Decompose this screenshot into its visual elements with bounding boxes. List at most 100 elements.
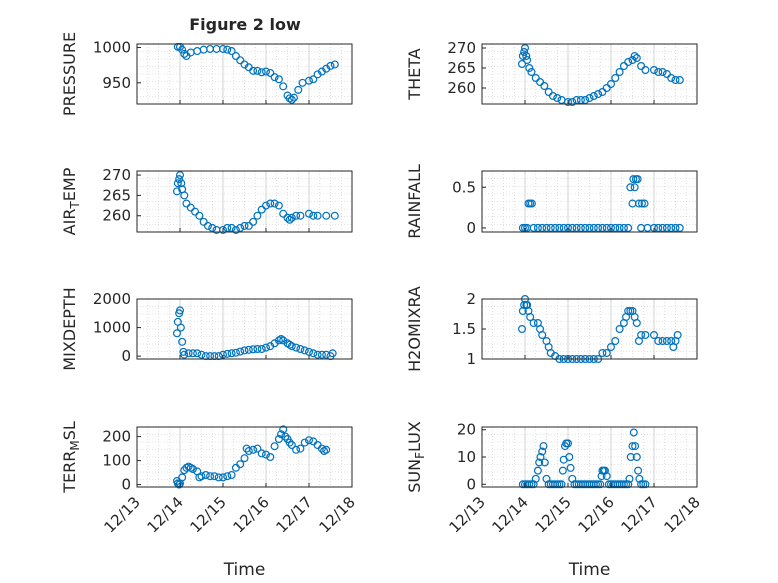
data-point <box>641 480 650 489</box>
data-point <box>178 473 187 482</box>
data-point <box>594 223 603 232</box>
data-point <box>606 79 615 88</box>
data-point <box>262 450 271 459</box>
data-point <box>300 438 309 447</box>
data-point <box>173 179 182 188</box>
data-point <box>270 73 279 82</box>
data-point <box>553 480 562 489</box>
data-point <box>285 340 294 349</box>
subplot-mixdepth: 2000 1000 0 MIXDEPTH <box>60 287 353 371</box>
data-point <box>634 466 643 475</box>
data-point <box>544 87 553 96</box>
data-point <box>223 223 232 232</box>
y-tick-label: 10 <box>457 448 476 466</box>
data-point <box>630 51 639 60</box>
data-point <box>654 223 663 232</box>
y-tick-label: 0 <box>466 475 476 493</box>
data-point <box>634 199 643 208</box>
data-series <box>173 42 339 104</box>
data-point <box>236 460 245 469</box>
data-point <box>292 343 301 352</box>
data-point <box>249 345 258 354</box>
data-point <box>589 223 598 232</box>
axes-frame <box>136 426 353 488</box>
data-point <box>257 205 266 214</box>
data-point <box>270 442 279 451</box>
data-point <box>568 97 577 106</box>
y-axis-label: TERRMSL <box>60 421 82 494</box>
data-point <box>518 223 527 232</box>
y-tick-label: 270 <box>102 166 131 184</box>
data-point <box>523 301 532 310</box>
data-point <box>598 349 607 358</box>
data-point <box>619 480 628 489</box>
y-tick-label: 260 <box>447 79 476 97</box>
data-point <box>602 83 611 92</box>
data-point <box>262 201 271 210</box>
data-point <box>520 301 529 310</box>
y-tick-label: 200 <box>102 428 131 446</box>
data-series <box>517 43 684 106</box>
data-point <box>296 444 305 453</box>
data-point <box>629 175 638 184</box>
data-point <box>287 342 296 351</box>
data-point <box>330 60 339 69</box>
data-point <box>540 458 549 467</box>
data-point <box>257 449 266 458</box>
data-point <box>635 474 644 483</box>
data-point <box>626 183 635 192</box>
data-point <box>581 223 590 232</box>
data-point <box>227 47 236 56</box>
data-point <box>313 211 322 220</box>
data-point <box>538 331 547 340</box>
figure-title: Figure 2 low <box>189 15 301 34</box>
data-point <box>305 209 314 218</box>
data-point <box>522 51 531 60</box>
axes-frame <box>136 43 353 105</box>
data-point <box>175 175 184 184</box>
data-point <box>637 331 646 340</box>
data-point <box>520 47 529 56</box>
data-point <box>197 472 206 481</box>
data-point <box>675 75 684 84</box>
data-point <box>662 69 671 78</box>
data-point <box>641 331 650 340</box>
data-point <box>624 480 633 489</box>
data-point <box>576 223 585 232</box>
data-point <box>219 473 228 482</box>
data-point <box>175 480 184 489</box>
data-point <box>559 223 568 232</box>
data-point <box>542 223 551 232</box>
data-point <box>654 67 663 76</box>
data-point <box>262 343 271 352</box>
data-point <box>180 191 189 200</box>
data-point <box>632 53 641 62</box>
data-point <box>576 95 585 104</box>
data-point <box>540 81 549 90</box>
y-axis-label: RAINFALL <box>405 164 424 239</box>
data-point <box>203 221 212 230</box>
data-point <box>641 65 650 74</box>
y-axis-label: SUNFLUX <box>405 421 427 493</box>
x-axis-label: Time <box>568 560 611 580</box>
data-point <box>305 76 314 85</box>
data-point <box>285 438 294 447</box>
data-point <box>527 199 536 208</box>
data-point <box>317 350 326 359</box>
data-point <box>637 480 646 489</box>
data-point <box>180 350 189 359</box>
axes-frame <box>481 170 698 233</box>
data-point <box>172 187 181 196</box>
data-point <box>662 337 671 346</box>
y-axis-label: THETA <box>405 48 424 100</box>
data-point <box>223 472 232 481</box>
y-tick-label: 1000 <box>93 319 131 337</box>
data-point <box>625 474 634 483</box>
data-point <box>244 221 253 230</box>
data-point <box>589 91 598 100</box>
data-point <box>219 44 228 53</box>
data-point <box>563 439 572 448</box>
data-point <box>287 213 296 222</box>
data-point <box>227 223 236 232</box>
